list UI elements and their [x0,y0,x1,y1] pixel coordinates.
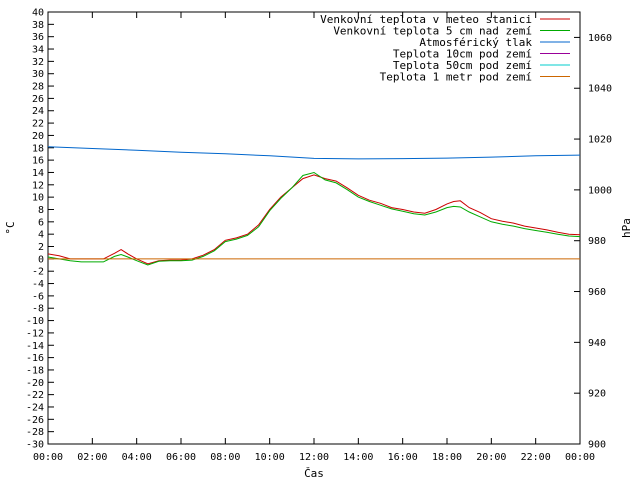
y-left-tick-label: 30 [32,69,44,80]
x-tick-label: 20:00 [476,452,506,463]
y-left-tick-label: -26 [26,415,44,426]
x-tick-label: 04:00 [122,452,152,463]
x-tick-label: 14:00 [343,452,373,463]
series-line [47,146,581,160]
series-line [47,171,581,266]
legend-label: Teplota 1 metr pod zemí [380,71,532,84]
y-left-tick-label: -16 [26,353,44,364]
legend-label: Venkovní teplota 5 cm nad zemí [333,25,532,38]
series-line [47,174,581,265]
y-right-tick-label: 920 [588,389,606,400]
y-right-tick-label: 900 [588,440,606,451]
y-left-tick-label: -10 [26,316,44,327]
y-left-tick-label: 38 [32,20,44,31]
y-axis-title-left: °C [4,221,17,234]
y-left-tick-label: -18 [26,365,44,376]
x-tick-label: 10:00 [255,452,285,463]
y-left-tick-label: 24 [32,106,44,117]
series-lines [47,146,581,266]
y-right-tick-label: 960 [588,287,606,298]
x-tick-label: 06:00 [166,452,196,463]
legend: Venkovní teplota v meteo staniciVenkovní… [320,13,570,84]
y-left-tick-label: -22 [26,390,44,401]
y-left-tick-label: 40 [32,8,44,19]
y-left-tick-label: 12 [32,180,44,191]
legend-label: Teplota 50cm pod zemí [393,59,532,72]
y-left-tick-label: 0 [38,254,44,265]
y-left-tick-label: 36 [32,32,44,43]
y-left-tick-label: -30 [26,440,44,451]
legend-label: Venkovní teplota v meteo stanici [320,13,532,26]
axis-ticks: 4038363432302826242220181614121086420-2-… [26,8,612,464]
legend-label: Teplota 10cm pod zemí [393,48,532,61]
y-axis-title-right: hPa [620,218,633,238]
y-left-tick-label: -24 [26,402,44,413]
x-tick-label: 02:00 [77,452,107,463]
y-left-tick-label: 4 [38,230,44,241]
y-left-tick-label: -20 [26,378,44,389]
y-left-tick-label: 26 [32,94,44,105]
y-left-tick-label: 20 [32,131,44,142]
y-left-tick-label: -2 [32,267,44,278]
y-right-tick-label: 940 [588,338,606,349]
x-tick-label: 00:00 [565,452,595,463]
y-left-tick-label: 6 [38,217,44,228]
x-tick-label: 22:00 [521,452,551,463]
y-left-tick-label: 28 [32,82,44,93]
y-left-tick-label: 14 [32,168,44,179]
y-left-tick-label: 2 [38,242,44,253]
x-axis-title: Čas [304,467,324,480]
y-right-tick-label: 980 [588,236,606,247]
y-left-tick-label: -14 [26,341,44,352]
y-left-tick-label: 8 [38,205,44,216]
y-left-tick-label: -8 [32,304,44,315]
y-left-tick-label: 18 [32,143,44,154]
y-left-tick-label: -4 [32,279,44,290]
x-tick-label: 18:00 [432,452,462,463]
x-tick-label: 12:00 [299,452,329,463]
x-tick-label: 00:00 [33,452,63,463]
y-left-tick-label: 34 [32,45,44,56]
y-left-tick-label: 22 [32,119,44,130]
y-left-tick-label: -12 [26,328,44,339]
y-left-tick-label: 32 [32,57,44,68]
y-left-tick-label: 16 [32,156,44,167]
y-left-tick-label: -28 [26,427,44,438]
legend-label: Atmosférický tlak [419,36,532,49]
y-right-tick-label: 1020 [588,135,612,146]
y-right-tick-label: 1000 [588,185,612,196]
y-left-tick-label: -6 [32,291,44,302]
y-right-tick-label: 1040 [588,84,612,95]
x-tick-label: 08:00 [210,452,240,463]
y-left-tick-label: 10 [32,193,44,204]
x-tick-label: 16:00 [388,452,418,463]
y-right-tick-label: 1060 [588,33,612,44]
